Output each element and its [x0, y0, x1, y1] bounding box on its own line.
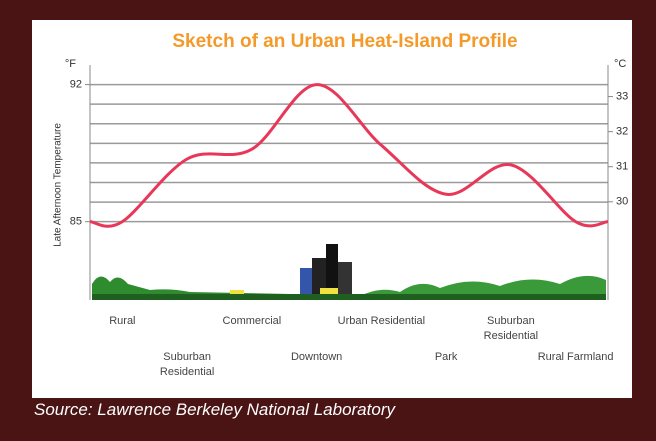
x-tick-label: Urban Residential [336, 314, 426, 329]
y2-tick-label: 33 [616, 90, 628, 102]
y-axis-label: Late Afternoon Temperature [53, 123, 64, 247]
page: Sketch of an Urban Heat-Island Profile °… [0, 0, 656, 436]
x-tick-label: Suburban Residential [466, 314, 556, 344]
x-tick-label: Downtown [272, 350, 362, 365]
y-unit: °F [65, 58, 76, 70]
chart-title: Sketch of an Urban Heat-Island Profile [172, 31, 517, 52]
y2-tick-label: 31 [616, 161, 628, 173]
y2-tick-label: 32 [616, 126, 628, 138]
source-note: Source: Lawrence Berkeley National Labor… [34, 400, 395, 420]
x-tick-label: Commercial [207, 314, 297, 329]
x-tick-label: Rural Farmland [531, 350, 621, 365]
x-tick-label: Rural [77, 314, 167, 329]
x-tick-label: Park [401, 350, 491, 365]
y-tick-label: 92 [70, 78, 82, 90]
y-tick-label: 85 [70, 216, 82, 228]
chart: Sketch of an Urban Heat-Island Profile °… [0, 0, 656, 436]
y2-unit: °C [614, 58, 626, 70]
y2-tick-label: 30 [616, 196, 628, 208]
x-tick-label: Suburban Residential [142, 350, 232, 380]
